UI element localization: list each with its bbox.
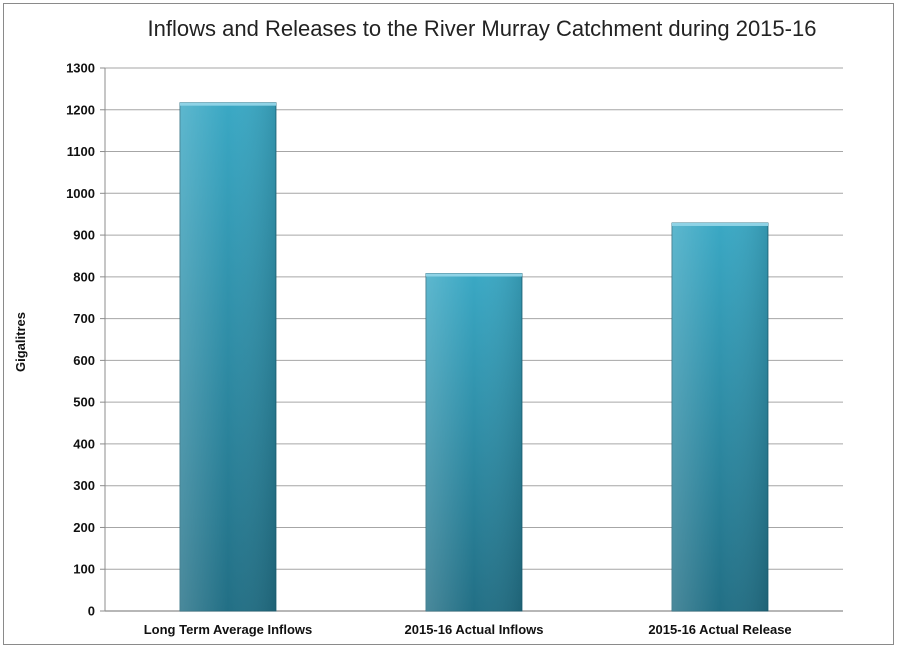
y-tick-label: 300	[73, 478, 95, 493]
y-tick-label: 1000	[66, 186, 95, 201]
bar-top-highlight	[672, 222, 768, 226]
y-tick-label: 800	[73, 269, 95, 284]
chart-frame: Inflows and Releases to the River Murray…	[3, 3, 894, 645]
y-tick-label: 1300	[66, 61, 95, 76]
y-tick-label: 500	[73, 395, 95, 410]
y-tick-label: 900	[73, 228, 95, 243]
y-tick-label: 1200	[66, 102, 95, 117]
x-category-label: 2015-16 Actual Release	[648, 622, 791, 637]
bar	[425, 273, 523, 612]
x-category-label: 2015-16 Actual Inflows	[405, 622, 544, 637]
y-tick-label: 600	[73, 353, 95, 368]
bar-top-highlight	[180, 102, 276, 106]
y-tick-label: 0	[88, 604, 95, 619]
bar	[671, 222, 769, 612]
y-tick-label: 400	[73, 436, 95, 451]
y-tick-label: 700	[73, 311, 95, 326]
y-axis-ticks: 0 100 200 300 400 500 600 700 800 900 1000 1100 1200…	[66, 61, 105, 619]
bar-top-highlight	[426, 273, 522, 277]
bar-shading	[672, 222, 768, 611]
y-tick-label: 100	[73, 562, 95, 577]
bar	[179, 102, 277, 612]
bars	[179, 102, 769, 612]
chart-title: Inflows and Releases to the River Murray…	[148, 16, 817, 41]
bar-shading	[426, 273, 522, 611]
x-axis-labels: Long Term Average Inflows 2015-16 Actual …	[144, 622, 792, 637]
bar-shading	[180, 102, 276, 612]
y-axis-label: Gigalitres	[13, 312, 28, 372]
bar-chart: Inflows and Releases to the River Murray…	[13, 16, 843, 637]
y-tick-label: 1100	[67, 144, 95, 159]
x-category-label: Long Term Average Inflows	[144, 622, 313, 637]
y-tick-label: 200	[73, 520, 95, 535]
